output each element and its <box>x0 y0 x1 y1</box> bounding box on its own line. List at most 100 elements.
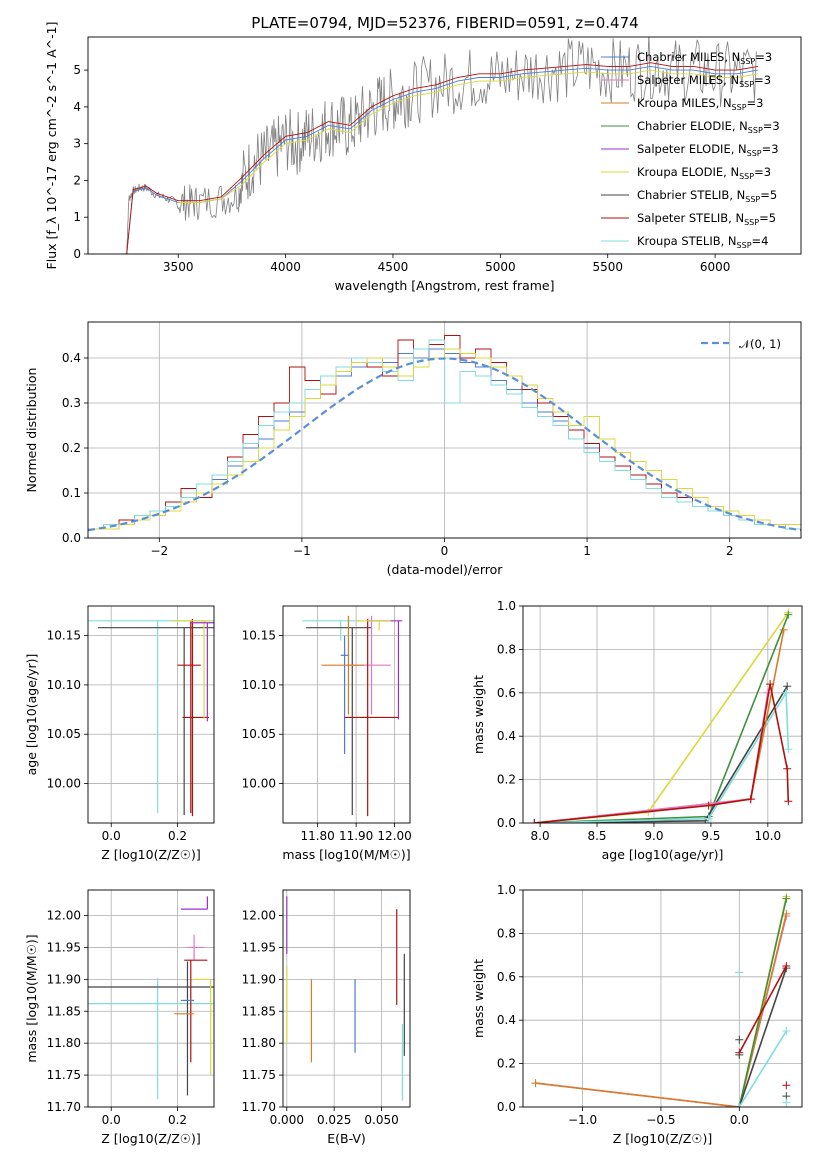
weight_vs_age-marker-kroupa_stelib <box>782 688 791 697</box>
mass_vs_ebv-ytick-label: 11.70 <box>242 1100 276 1114</box>
age_vs_Z-ylabel: age [log10(age/yr)] <box>24 654 39 776</box>
residuals-xtick-label: −1 <box>293 544 311 558</box>
axes-frame <box>282 889 411 1108</box>
weight_vs_age-marker-salpeter_stelib <box>746 795 755 804</box>
legend-label-chabrier_elodie: Chabrier ELODIE, NSSP=3 <box>637 119 780 135</box>
weight_vs_Z-ytick-label: 0.2 <box>497 1057 516 1071</box>
spectrum-ylabel: Flux [f_λ 10^-17 erg cm^-2 s^-1 A^-1] <box>44 22 59 270</box>
weight_vs_age-ytick-label: 0.4 <box>497 729 516 743</box>
mass_vs_ebv-xtick-label: 0.000 <box>270 1113 304 1127</box>
age_vs_mass-xtick-label: 11.90 <box>339 829 373 843</box>
age_vs_Z-xtick-label: 0.2 <box>168 829 187 843</box>
axes-frame <box>87 36 802 255</box>
spectrum-xlabel: wavelength [Angstrom, rest frame] <box>334 278 554 293</box>
weight_vs_Z-extra-marker-salpeter_stelib <box>782 1081 791 1090</box>
weight_vs_age-marker-kroupa_miles <box>779 625 788 634</box>
weight_vs_age-ytick-label: 0.6 <box>497 686 516 700</box>
weight_vs_age-xtick-label: 10.0 <box>754 829 781 843</box>
spectrum-xtick-label: 4500 <box>378 260 409 274</box>
weight_vs_age-marker-salpeter_stelib <box>704 801 713 810</box>
weight_vs_age-line-salpeter_stelib <box>534 683 790 823</box>
mass_vs_Z-ytick-label: 11.80 <box>47 1036 81 1050</box>
weight_vs_Z-panel: −1.0 −0.5 0.0 0.0 0.2 0.4 0.6 0.8 1.0 Z [log10(Z/… <box>471 883 803 1146</box>
residuals-plot-area <box>88 335 801 532</box>
weight_vs_age-line-chabrier_stelib <box>534 685 788 823</box>
weight_vs_Z-ytick-label: 0.4 <box>497 1013 516 1027</box>
spectrum-model-salpeter_stelib <box>122 62 759 254</box>
weight_vs_Z-ytick-label: 1.0 <box>497 883 516 897</box>
mass_vs_Z-ytick-label: 11.85 <box>47 1004 81 1018</box>
weight_vs_Z-ytick-label: 0.8 <box>497 926 516 940</box>
spectrum-ytick-label: 4 <box>73 100 81 114</box>
weight_vs_age-line-kroupa_elodie <box>534 612 789 823</box>
weight_vs_age-marker-salpeter_stelib <box>766 680 775 689</box>
spectrum-model-chabrier_miles <box>122 65 759 254</box>
age_vs_Z-ytick-label: 10.10 <box>47 678 81 692</box>
spectrum-ytick-label: 0 <box>73 247 81 261</box>
mass_vs_Z-plot-area <box>88 896 214 1100</box>
residuals-xtick-label: −2 <box>150 544 168 558</box>
histogram-kroupa_stelib <box>88 339 801 530</box>
mass_vs_Z-xtick-label: 0.2 <box>168 1113 187 1127</box>
spectrum-plot-area <box>122 37 759 254</box>
weight_vs_age-xtick-label: 9.0 <box>644 829 663 843</box>
weight_vs_Z-ytick-label: 0.0 <box>497 1100 516 1114</box>
age_vs_mass-plot-area <box>302 615 403 817</box>
mass_vs_ebv-ytick-label: 11.90 <box>242 972 276 986</box>
weight_vs_age-panel: 8.0 8.5 9.0 9.5 10.0 0.0 0.2 0.4 0.6 0.8 1.0 age [l… <box>471 599 803 862</box>
mass_vs_Z-xlabel: Z [log10(Z/Z☉)] <box>101 1131 201 1146</box>
mass_vs_Z-ytick-label: 11.70 <box>47 1100 81 1114</box>
weight_vs_age-xtick-label: 9.5 <box>701 829 720 843</box>
spectrum-ytick-label: 2 <box>73 173 81 187</box>
weight_vs_Z-extra-marker-chabrier_stelib <box>735 1050 744 1059</box>
spectrum-ytick-label: 1 <box>73 210 81 224</box>
mass_vs_ebv-plot-area <box>286 896 405 1101</box>
residuals-ytick-label: 0.2 <box>62 441 81 455</box>
weight_vs_Z-line-chabrier_elodie <box>738 898 788 1107</box>
residuals-ytick-label: 0.4 <box>62 351 81 365</box>
figure-title: PLATE=0794, MJD=52376, FIBERID=0591, z=0… <box>251 14 638 32</box>
mass_vs_Z-xtick-label: 0.0 <box>102 1113 121 1127</box>
spectrum-data-line <box>122 37 757 254</box>
weight_vs_Z-line-chabrier_stelib <box>738 967 788 1107</box>
weight_vs_Z-marker-kroupa_stelib <box>735 1103 744 1107</box>
weight_vs_Z-plot-area <box>531 892 791 1107</box>
weight_vs_Z-extra-marker-chabrier_stelib <box>735 1035 744 1044</box>
residuals-ylabel: Normed distribution <box>24 368 39 493</box>
age_vs_mass-xtick-label: 11.80 <box>300 829 334 843</box>
mass_vs_ebv-xtick-label: 0.025 <box>317 1113 351 1127</box>
spectrum-xtick-label: 6000 <box>700 260 731 274</box>
weight_vs_age-marker-chabrier_elodie <box>784 610 793 619</box>
weight_vs_Z-xtick-label: −0.5 <box>646 1113 675 1127</box>
legend-label-kroupa_elodie: Kroupa ELODIE, NSSP=3 <box>637 165 771 181</box>
residuals-panel: −2 −1 0 1 2 0.0 0.1 0.2 0.3 0.4 (data-model)/error… <box>24 321 802 577</box>
weight_vs_Z-marker-kroupa_stelib <box>782 1027 791 1036</box>
weight_vs_Z-xtick-label: 0.0 <box>730 1113 749 1127</box>
weight_vs_Z-ytick-label: 0.6 <box>497 970 516 984</box>
weight_vs_age-marker-kroupa_stelib <box>704 814 713 823</box>
spectrum-ytick-label: 5 <box>73 63 81 77</box>
weight_vs_age-xlabel: age [log10(age/yr)] <box>602 847 724 862</box>
weight_vs_Z-xtick-label: −1.0 <box>568 1113 597 1127</box>
weight_vs_Z-marker-chabrier_elodie <box>782 894 791 903</box>
age_vs_mass-panel: 11.80 11.90 12.00 10.00 10.05 10.10 10.15 mass … <box>242 605 412 862</box>
weight_vs_age-marker-kroupa_stelib <box>784 745 793 754</box>
legend-label-chabrier_miles: Chabrier MILES, NSSP=3 <box>637 50 772 66</box>
spectrum-xtick-label: 5000 <box>485 260 516 274</box>
weight_vs_age-plot-area <box>530 608 793 823</box>
age_vs_Z-xlabel: Z [log10(Z/Z☉)] <box>101 847 201 862</box>
weight_vs_Z-line-kroupa_stelib <box>738 1030 787 1107</box>
weight_vs_age-line-chabrier_elodie <box>534 614 790 823</box>
age_vs_Z-ytick-label: 10.15 <box>47 629 81 643</box>
spectrum-ytick-label: 3 <box>73 137 81 151</box>
residuals-xtick-label: 1 <box>583 544 591 558</box>
weight_vs_age-ytick-label: 0.0 <box>497 816 516 830</box>
axes-frame <box>282 605 411 824</box>
residuals-ytick-label: 0.1 <box>62 486 81 500</box>
axes-frame <box>87 605 215 824</box>
axes-frame <box>87 321 802 539</box>
age_vs_Z-panel: 0.0 0.2 10.00 10.05 10.10 10.15 Z [log10(Z/Z☉)… <box>24 605 215 862</box>
weight_vs_age-marker-salpeter_stelib <box>783 764 792 773</box>
spectrum-xtick-label: 5500 <box>592 260 623 274</box>
